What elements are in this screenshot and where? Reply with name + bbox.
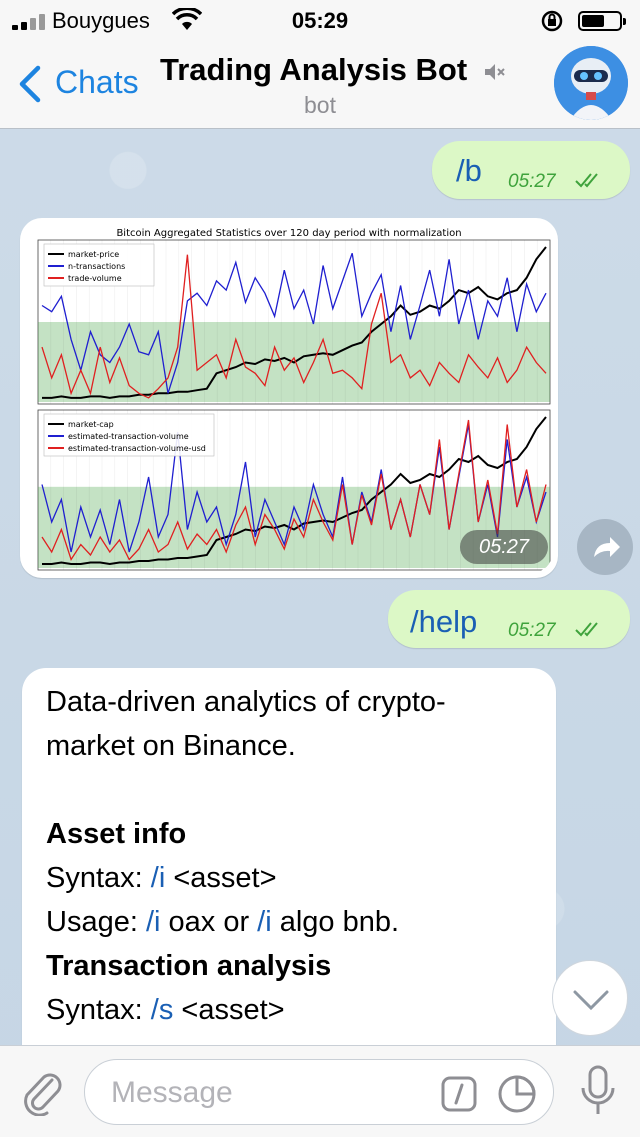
help-intro-line: market on Binance. <box>46 730 296 762</box>
syntax-label: Syntax: <box>46 994 151 1026</box>
rotation-lock-icon <box>541 10 563 32</box>
microphone-icon[interactable] <box>578 1064 618 1120</box>
legend-label: trade-volume <box>68 274 122 283</box>
legend-label: market-cap <box>68 420 114 429</box>
usage-text: algo bnb. <box>271 906 400 938</box>
chat-header: Chats Trading Analysis Bot bot <box>0 40 640 129</box>
blank-line <box>46 768 546 812</box>
command-link-i[interactable]: /i <box>145 906 161 938</box>
scroll-to-bottom-button[interactable] <box>552 960 628 1036</box>
chart-title: Bitcoin Aggregated Statistics over 120 d… <box>116 228 461 239</box>
message-input-bar: Message <box>0 1045 640 1137</box>
tx-syntax-line: Syntax: /s <asset> <box>46 988 546 1032</box>
bitcoin-stats-chart: Bitcoin Aggregated Statistics over 120 d… <box>37 228 551 571</box>
signal-icon <box>12 14 48 30</box>
read-checkmarks-icon <box>575 622 598 637</box>
asset-info-heading: Asset info <box>46 818 187 850</box>
message-placeholder: Message <box>111 1076 233 1109</box>
legend-label: estimated-transaction-volume <box>68 432 189 441</box>
message-text[interactable]: /help <box>410 604 478 639</box>
chevron-down-icon <box>573 990 609 1011</box>
read-checkmarks-icon <box>575 173 598 188</box>
battery-icon <box>578 11 626 31</box>
series-line-market-price <box>42 246 547 399</box>
outgoing-message[interactable]: /b 05:27 <box>432 141 630 199</box>
image-message[interactable]: Bitcoin Aggregated Statistics over 120 d… <box>20 218 558 578</box>
legend-box <box>43 413 215 457</box>
usage-text: oax or <box>160 906 258 938</box>
message-time: 05:27 <box>508 171 556 192</box>
forward-icon <box>594 537 620 557</box>
carrier-name: Bouygues <box>52 8 150 33</box>
legend-label: n-transactions <box>68 262 125 271</box>
legend-label: estimated-transaction-volume-usd <box>68 444 206 453</box>
chat-subtitle: bot <box>304 92 336 118</box>
status-time: 05:29 <box>291 8 349 33</box>
bot-commands-icon[interactable] <box>441 1076 477 1112</box>
back-button[interactable]: Chats <box>55 64 139 100</box>
image-time: 05:27 <box>460 530 548 564</box>
asset-usage-line: Usage: /i oax or /i algo bnb. <box>46 900 546 944</box>
message-text[interactable]: /b <box>456 153 482 188</box>
outgoing-message[interactable]: /help 05:27 <box>388 590 630 648</box>
help-text: Data-driven analytics of crypto- market … <box>46 680 546 1032</box>
paperclip-icon[interactable] <box>18 1066 64 1116</box>
series-line-estimated-transaction-volume-usd <box>41 419 547 562</box>
syntax-arg: <asset> <box>165 862 277 894</box>
bot-avatar[interactable] <box>554 46 628 120</box>
mute-icon <box>485 64 505 80</box>
syntax-arg: <asset> <box>173 994 285 1026</box>
series-line-trade-volume <box>41 254 547 399</box>
message-time: 05:27 <box>508 620 556 641</box>
status-bar: Bouygues 05:29 <box>0 0 640 40</box>
chevron-left-icon[interactable] <box>16 64 44 104</box>
usage-label: Usage: <box>46 906 146 938</box>
transaction-analysis-heading: Transaction analysis <box>46 950 332 982</box>
syntax-label: Syntax: <box>46 862 151 894</box>
incoming-help-message[interactable]: Data-driven analytics of crypto- market … <box>22 668 556 1088</box>
asset-syntax-line: Syntax: /i <asset> <box>46 856 546 900</box>
command-link-i[interactable]: /i <box>150 862 166 894</box>
command-link-s[interactable]: /s <box>150 994 174 1026</box>
wifi-icon <box>172 8 202 30</box>
message-input[interactable]: Message <box>84 1059 554 1125</box>
forward-button[interactable] <box>577 519 633 575</box>
chart-image[interactable]: Bitcoin Aggregated Statistics over 120 d… <box>26 224 552 572</box>
command-link-i[interactable]: /i <box>257 906 272 938</box>
sticker-icon[interactable] <box>497 1074 537 1114</box>
legend-label: market-price <box>68 250 119 259</box>
chat-title[interactable]: Trading Analysis Bot <box>160 52 468 87</box>
series-line-n-transactions <box>41 252 547 394</box>
help-intro-line: Data-driven analytics of crypto- <box>46 686 446 718</box>
